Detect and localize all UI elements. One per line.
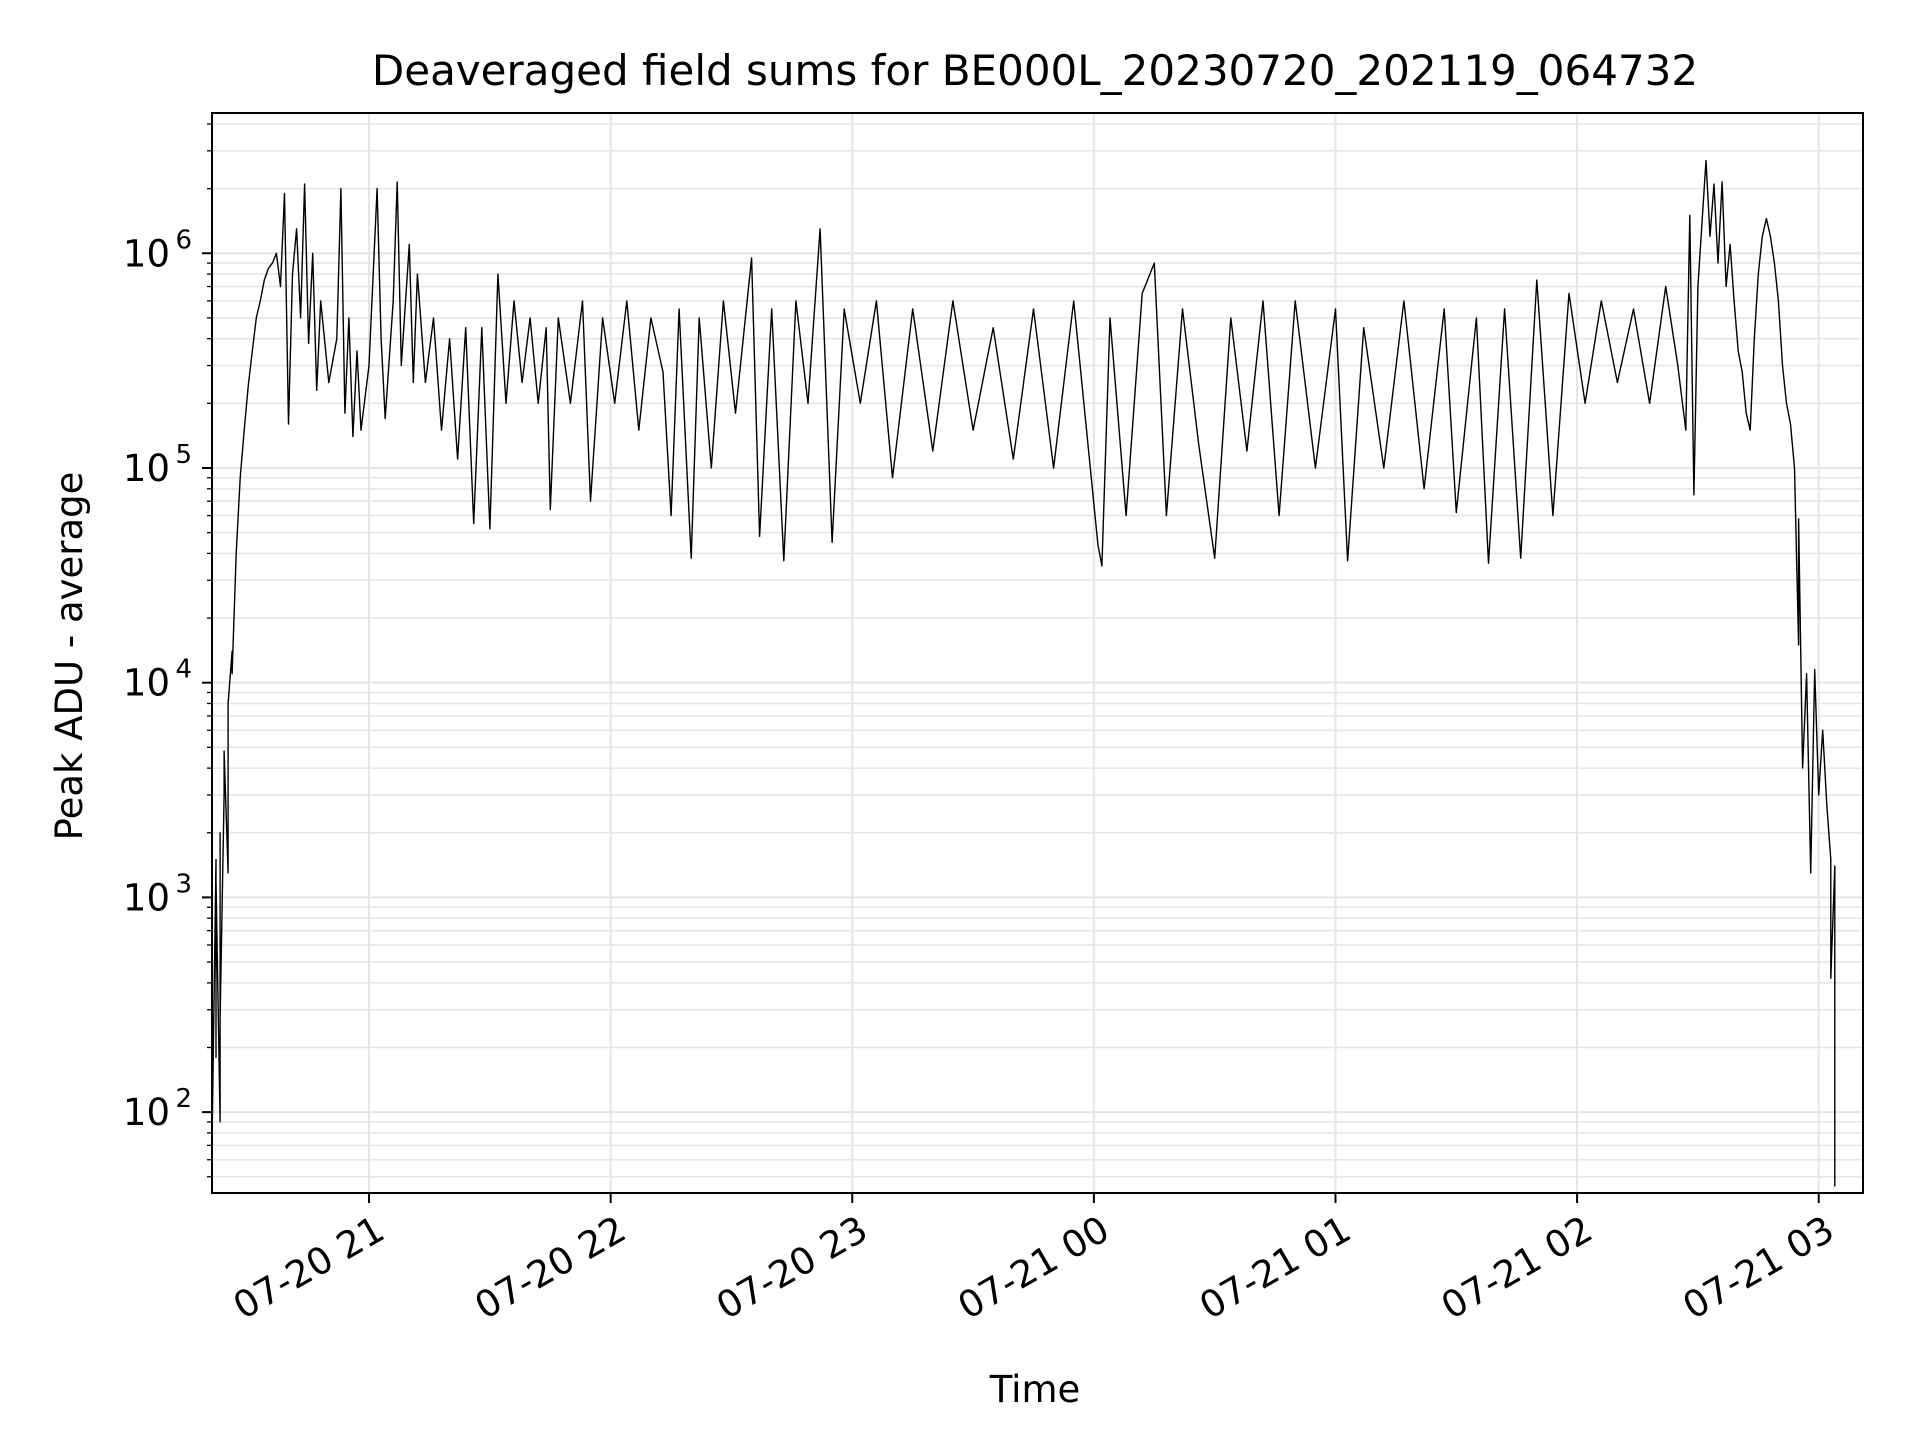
y-tick-label: 10 — [123, 1091, 170, 1134]
y-tick-label: 10 — [123, 232, 170, 275]
series-layer — [211, 159, 1836, 1187]
y-tick-base: 10 — [123, 1091, 170, 1134]
y-tick-exponent: 3 — [175, 869, 192, 899]
y-tick-exponent: 4 — [175, 655, 192, 685]
y-tick-exponent: 6 — [175, 225, 192, 255]
grid-layer — [212, 113, 1863, 1193]
x-axis-label: Time — [989, 1368, 1081, 1411]
y-tick-label: 10 — [123, 876, 170, 919]
chart-title: Deaveraged field sums for BE000L_2023072… — [372, 46, 1698, 95]
plot-frame — [211, 112, 1864, 1194]
y-tick-exponent: 2 — [175, 1084, 192, 1114]
series-line — [211, 159, 1836, 1187]
y-axis-label: Peak ADU - average — [48, 472, 91, 841]
y-tick-base: 10 — [123, 447, 170, 490]
y-tick-exponent: 5 — [175, 440, 192, 470]
y-tick-base: 10 — [123, 662, 170, 705]
y-tick-base: 10 — [123, 232, 170, 275]
y-tick-base: 10 — [123, 876, 170, 919]
y-tick-label: 10 — [123, 447, 170, 490]
y-tick-label: 10 — [123, 662, 170, 705]
